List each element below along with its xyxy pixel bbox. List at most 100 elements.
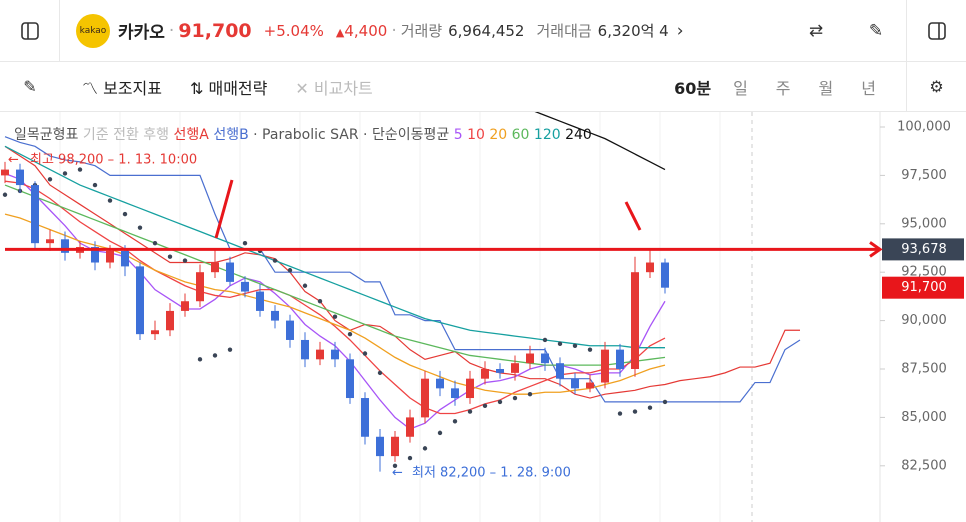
candle-body: [556, 363, 564, 379]
legend-item: 10: [467, 127, 485, 143]
period[interactable]: 년: [861, 78, 876, 98]
candle-body: [16, 169, 24, 186]
candle-body: [166, 310, 174, 331]
candle-body: [496, 368, 504, 373]
edit-button[interactable]: ✎: [868, 20, 884, 41]
candle-body: [436, 378, 444, 389]
arrow: ←: [8, 153, 19, 168]
legend-title: 단순이동평균: [371, 127, 450, 143]
candle-body: [121, 250, 129, 267]
more[interactable]: ›: [676, 20, 684, 41]
sar-dot: [272, 258, 278, 263]
candle-body: [31, 185, 39, 244]
last-tag: [882, 276, 964, 299]
sar-dot: [62, 171, 68, 176]
arrow: ←: [392, 466, 403, 481]
candle-body: [616, 349, 624, 369]
stock-name[interactable]: 카카오: [118, 23, 165, 43]
candle-body: [361, 398, 369, 437]
candle-body: [601, 349, 609, 383]
candle-body: [331, 349, 339, 360]
arrow: [624, 201, 642, 231]
sidebar-button[interactable]: [0, 0, 60, 61]
price: 91,700: [178, 19, 252, 42]
sar-dot: [527, 391, 533, 397]
legend-item: 후행: [143, 127, 170, 143]
logo: kakao: [76, 13, 110, 48]
legend-item: 120: [533, 127, 561, 143]
series-line: [4, 145, 800, 399]
sar-dot: [227, 347, 233, 352]
tool[interactable]: ✕ 비교차트: [295, 78, 373, 98]
y-tick-label: 100,000: [897, 119, 951, 134]
sar-dot: [347, 331, 353, 337]
sar-dot: [242, 240, 248, 246]
candle-body: [586, 382, 594, 389]
candle-body: [451, 388, 459, 399]
period[interactable]: 60분: [674, 78, 712, 98]
legend-item: 선행B: [213, 127, 249, 143]
sar-dot: [287, 268, 293, 273]
period[interactable]: 주: [775, 78, 791, 98]
series-line: [4, 172, 666, 430]
volume-label: 거래량: [400, 22, 443, 40]
sar-dot: [77, 167, 83, 172]
period[interactable]: 월: [818, 78, 834, 98]
tool-label: 매매전략: [208, 78, 268, 98]
candle-body: [571, 378, 579, 389]
series-line: [4, 184, 666, 366]
period[interactable]: 일: [733, 78, 748, 98]
candle-body: [46, 239, 54, 244]
legend: 일목균형표 기준 전환 후행 선행A 선행B · Parabolic SAR ·…: [14, 127, 592, 143]
sar-dot: [137, 225, 143, 230]
tool-label: 보조지표: [103, 78, 162, 98]
top-bar: kakao 카카오 · 91,700 +5.04% ▲4,400 · 거래량 6…: [0, 0, 966, 62]
tool[interactable]: ⇅ 매매전략: [189, 78, 268, 98]
y-tick-label: 95,000: [901, 216, 947, 231]
candle-body: [136, 266, 144, 335]
y-tick-label: 85,000: [901, 410, 947, 425]
sar-dot: [497, 399, 503, 405]
series-line: [4, 145, 665, 349]
series-line: [529, 108, 666, 171]
sar-dot: [557, 341, 563, 347]
sar-dot: [452, 419, 458, 424]
candle-body: [646, 262, 654, 273]
settings-button[interactable]: ⚙: [906, 62, 966, 111]
draw-button[interactable]: ✎: [23, 77, 37, 96]
series-line: [4, 180, 666, 415]
panel-button[interactable]: [906, 0, 966, 61]
low-label: 최저 82,200 – 1. 28. 9:00: [412, 466, 571, 481]
y-tick-label: 90,000: [901, 313, 947, 328]
tool[interactable]: 〽 보조지표: [82, 78, 162, 98]
series-line: [4, 136, 801, 403]
candle-body: [106, 250, 114, 263]
sar-dot: [437, 430, 443, 436]
candle-body: [211, 262, 219, 273]
candle-body: [301, 339, 309, 360]
swap-button[interactable]: ⇄: [808, 20, 824, 41]
y-tick-label: 92,500: [901, 265, 947, 280]
sar-dot: [617, 411, 623, 416]
sar-dot: [662, 399, 668, 405]
candle-body: [526, 353, 534, 364]
legend-item: 5: [453, 127, 463, 143]
amount: 6,320억 4: [597, 22, 669, 40]
candle-body: [376, 436, 384, 457]
sar-dot: [572, 343, 578, 348]
last-tag-label: 91,700: [901, 280, 947, 295]
candle-body: [61, 239, 69, 253]
candle-body: [346, 359, 354, 399]
candle-body: [271, 310, 279, 321]
legend-item: Parabolic SAR: [262, 127, 359, 143]
candle-body: [151, 330, 159, 335]
sar-dot: [422, 446, 428, 451]
candle-body: [631, 272, 639, 369]
candle-body: [511, 363, 519, 373]
amount-label: 거래대금: [536, 22, 592, 40]
y-tick-label: 97,500: [901, 168, 947, 183]
legend-item: 20: [489, 127, 508, 143]
sar-dot: [152, 240, 158, 246]
legend-item: 기준: [82, 127, 109, 143]
